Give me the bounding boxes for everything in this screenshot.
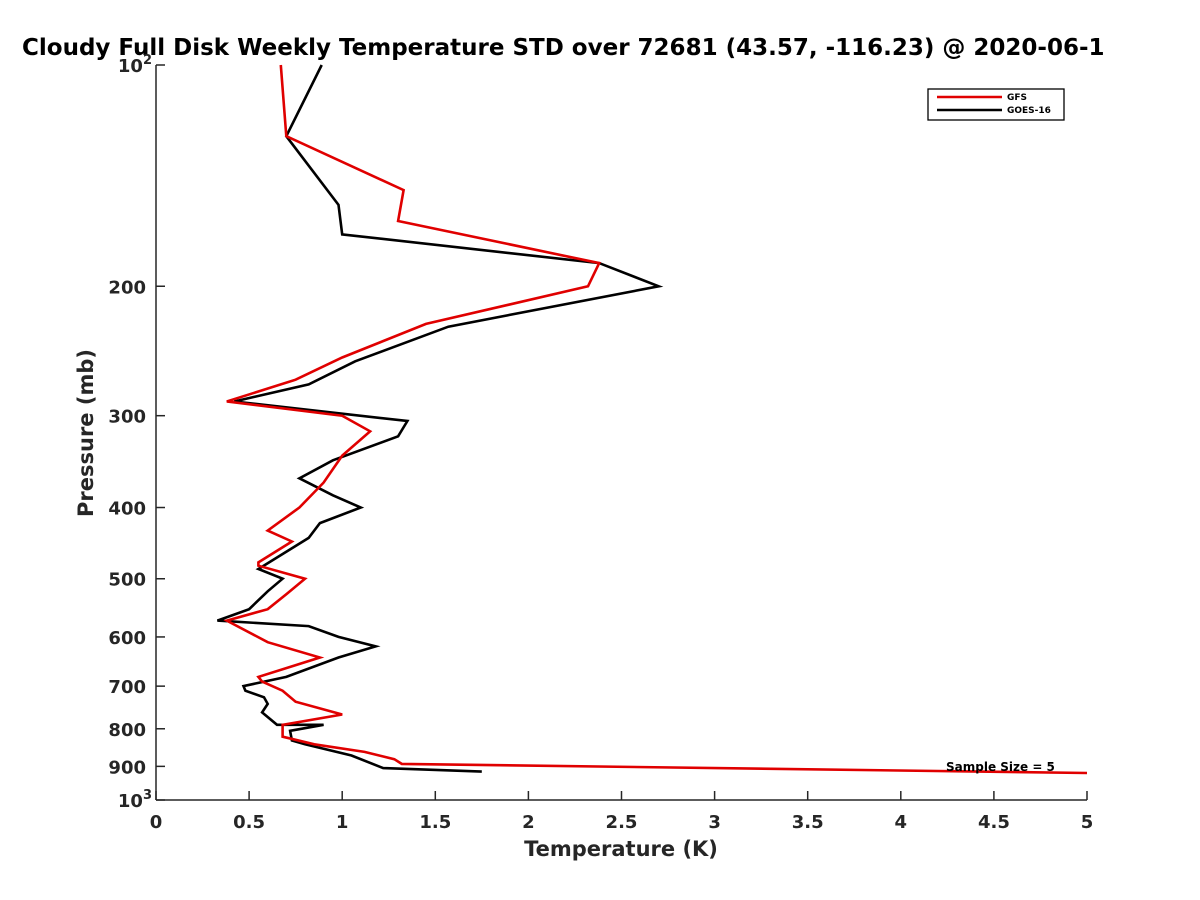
y-tick-label: 300 (108, 407, 146, 428)
y-tick-label: 200 (108, 277, 146, 298)
y-tick-label: 400 (108, 499, 146, 520)
y-tick-label: 600 (108, 628, 146, 649)
x-tick-label: 2.5 (606, 812, 638, 833)
legend-label-gfs: GFS (1007, 93, 1027, 103)
series-line-goes-16 (216, 64, 664, 773)
y-tick-label: 102 (118, 53, 152, 77)
x-tick-label: 1 (336, 812, 349, 833)
y-tick-exponent: 3 (143, 788, 152, 803)
x-tick-label: 5 (1081, 812, 1094, 833)
axes-layer (155, 65, 1087, 801)
x-axis-label: Temperature (K) (524, 837, 718, 861)
legend-box (927, 88, 1065, 121)
x-tick-label: 3 (708, 812, 721, 833)
x-tick-group: 0 0.5 1 1.5 2 2.5 3 3.5 4 4.5 5 (150, 791, 1094, 833)
x-tick-label: 1.5 (419, 812, 451, 833)
legend: GFS GOES-16 (927, 88, 1065, 121)
legend-label-goes-16: GOES-16 (1007, 106, 1051, 116)
series-line-gfs (223, 64, 1088, 775)
y-tick-label: 800 (108, 720, 146, 741)
x-tick-label: 0.5 (233, 812, 265, 833)
y-tick-exponent: 2 (143, 53, 152, 68)
y-tick-label: 103 (118, 788, 152, 812)
x-tick-label: 0 (150, 812, 163, 833)
chart-title: Cloudy Full Disk Weekly Temperature STD … (22, 35, 1105, 61)
x-tick-label: 3.5 (792, 812, 824, 833)
x-tick-label: 4 (895, 812, 908, 833)
y-tick-base: 10 (118, 56, 143, 77)
y-tick-label: 700 (108, 677, 146, 698)
y-tick-base: 10 (118, 791, 143, 812)
y-tick-label: 900 (108, 757, 146, 778)
y-axis-label: Pressure (mb) (74, 349, 98, 517)
sample-size-annotation: Sample Size = 5 (946, 760, 1055, 774)
x-tick-label: 4.5 (978, 812, 1010, 833)
series-layer (216, 64, 1088, 775)
x-tick-label: 2 (522, 812, 535, 833)
y-tick-label: 500 (108, 570, 146, 591)
